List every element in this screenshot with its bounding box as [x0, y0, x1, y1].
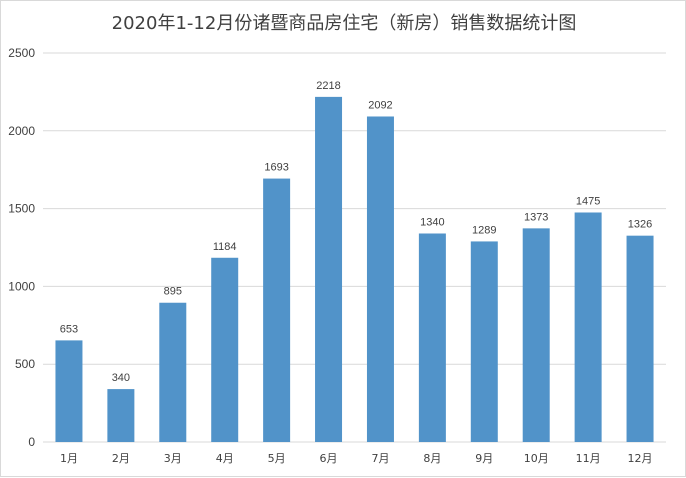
x-tick-label: 12月 [628, 452, 653, 465]
data-label: 1326 [628, 219, 652, 231]
bar [574, 212, 602, 442]
x-tick-label: 3月 [164, 452, 182, 465]
y-tick-label: 2000 [8, 124, 35, 138]
x-tick-label: 2月 [112, 452, 130, 465]
chart-title: 2020年1-12月份诸暨商品房住宅（新房）销售数据统计图 [111, 13, 577, 34]
bar [211, 257, 239, 442]
y-tick-label: 0 [28, 435, 35, 449]
x-tick-label: 1月 [60, 452, 78, 465]
y-tick-label: 2500 [8, 46, 35, 60]
x-tick-label: 8月 [423, 452, 441, 465]
data-label: 895 [164, 286, 182, 298]
y-tick-label: 1000 [8, 279, 35, 293]
x-tick-label: 5月 [268, 452, 286, 465]
x-tick-label: 6月 [320, 452, 338, 465]
x-tick-label: 7月 [371, 452, 389, 465]
data-label: 1373 [524, 211, 548, 223]
y-tick-label: 500 [15, 357, 35, 371]
data-label: 1693 [264, 162, 288, 174]
data-label: 1340 [420, 216, 444, 228]
data-label: 340 [112, 372, 130, 384]
data-label: 1475 [576, 195, 600, 207]
bar [315, 96, 343, 442]
bar [366, 116, 394, 442]
data-label: 653 [60, 323, 78, 335]
bar [107, 389, 135, 442]
bar [263, 178, 291, 442]
bar [626, 235, 654, 442]
bar [159, 302, 187, 442]
y-tick-label: 1500 [8, 202, 35, 216]
data-label: 2092 [368, 99, 392, 111]
bar [522, 228, 550, 442]
bar [470, 241, 498, 442]
data-label: 1184 [213, 241, 237, 253]
data-label: 2218 [316, 80, 340, 92]
x-tick-label: 9月 [475, 452, 493, 465]
x-tick-label: 4月 [216, 452, 234, 465]
bar [418, 233, 446, 442]
bar [55, 340, 83, 442]
x-tick-label: 10月 [524, 452, 549, 465]
data-label: 1289 [472, 224, 496, 236]
x-tick-label: 11月 [576, 452, 601, 465]
